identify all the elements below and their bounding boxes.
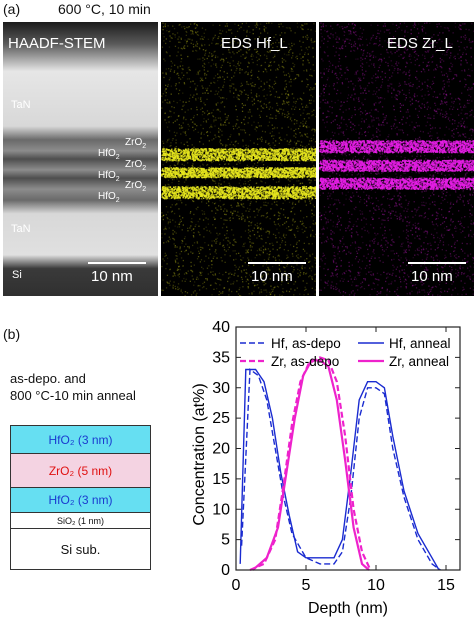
y-tick-label: 20	[212, 441, 230, 458]
y-tick-label: 10	[212, 501, 230, 518]
stem-label-hfo2-1: HfO2	[98, 148, 120, 161]
x-tick-label: 5	[302, 577, 311, 594]
stem-scale-bar	[88, 262, 146, 264]
eds-hf-map: EDS Hf_L 10 nm	[161, 22, 316, 296]
eds-hf-noise	[161, 22, 316, 296]
anneal-note-line2: 800 °C-10 min anneal	[10, 388, 136, 403]
eds-zr-map: EDS Zr_L 10 nm	[319, 22, 474, 296]
stem-label-si: Si	[12, 269, 22, 281]
y-tick-label: 5	[221, 532, 230, 549]
stem-label-tan-top: TaN	[11, 99, 31, 111]
y-axis-label: Concentration (at%)	[191, 383, 208, 525]
stem-label-zro2-1: ZrO2	[125, 137, 147, 150]
legend-label: Hf, as-depo	[271, 336, 341, 351]
concentration-depth-chart: 0 5 10 15 20 25 30 35 40 0 5 10 15 Hf, as-depo Hf, an…	[191, 319, 461, 617]
series-line-hf-anneal	[239, 368, 440, 571]
eds-hf-scale-bar	[248, 262, 306, 264]
stack-hfo2-top: HfO₂ (3 nm)	[10, 425, 151, 454]
y-tick-label: 30	[212, 380, 230, 397]
stack-si-substrate: Si sub.	[10, 528, 151, 570]
y-tick-label: 25	[212, 410, 230, 427]
legend-label: Hf, anneal	[389, 336, 451, 351]
y-tick-label: 35	[212, 349, 230, 366]
x-tick-label: 10	[367, 577, 385, 594]
stem-label-hfo2-2: HfO2	[98, 170, 120, 183]
stem-label-tan-bottom: TaN	[11, 223, 31, 235]
y-tick-label: 0	[221, 562, 230, 579]
eds-zr-scale-label: 10 nm	[411, 268, 453, 285]
x-tick-label: 15	[437, 577, 455, 594]
legend-label: Zr, anneal	[389, 354, 449, 369]
eds-zr-scale-bar	[408, 262, 466, 264]
legend-label: Zr, as-depo	[271, 354, 339, 369]
stem-title: HAADF-STEM	[8, 35, 106, 52]
x-axis-label: Depth (nm)	[308, 600, 388, 617]
y-tick-label: 15	[212, 471, 230, 488]
eds-hf-scale-label: 10 nm	[251, 268, 293, 285]
series-line-hf-as-depo	[240, 368, 441, 571]
stack-hfo2-bottom: HfO₂ (3 nm)	[10, 487, 151, 513]
eds-zr-noise	[319, 22, 474, 296]
anneal-note-line1: as-depo. and	[10, 371, 86, 386]
stem-label-zro2-2: ZrO2	[125, 159, 147, 172]
eds-zr-title: EDS Zr_L	[387, 35, 453, 52]
eds-hf-title: EDS Hf_L	[221, 35, 288, 52]
series-line-zr-anneal	[252, 359, 370, 571]
panel-a-letter: (a)	[3, 1, 21, 17]
stem-label-hfo2-3: HfO2	[98, 191, 120, 204]
stem-label-zro2-3: ZrO2	[125, 180, 147, 193]
panel-b-letter: (b)	[3, 326, 21, 342]
y-tick-label: 40	[212, 319, 230, 336]
x-tick-label: 0	[232, 577, 241, 594]
panel-a-condition: 600 °C, 10 min	[58, 1, 151, 17]
stack-sio2: SiO₂ (1 nm)	[10, 512, 151, 529]
stem-scale-label: 10 nm	[91, 268, 133, 285]
haadf-stem-image: HAADF-STEM TaN ZrO2 HfO2 ZrO2 HfO2 ZrO2 …	[3, 22, 158, 296]
stack-zro2: ZrO₂ (5 nm)	[10, 453, 151, 488]
